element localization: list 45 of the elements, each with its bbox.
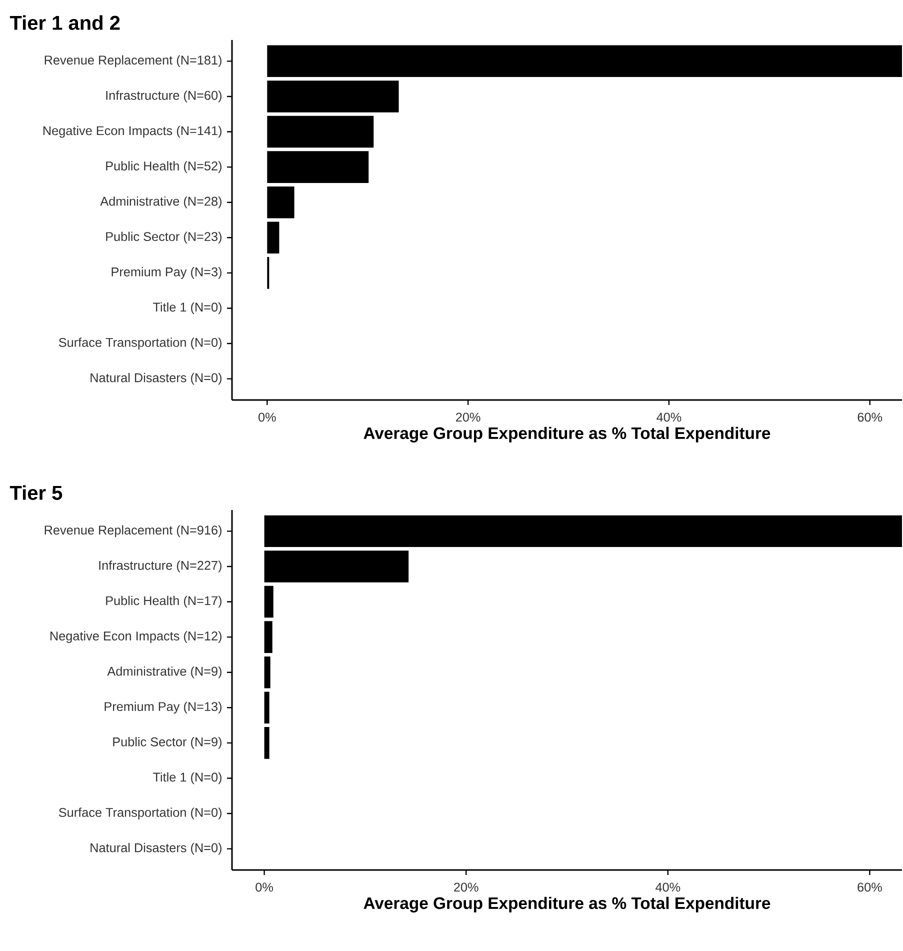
bar bbox=[264, 621, 272, 653]
bar bbox=[267, 45, 902, 78]
y-tick-label: Revenue Replacement (N=181) bbox=[44, 55, 222, 68]
y-tick-label: Infrastructure (N=60) bbox=[106, 90, 222, 102]
y-tick-label: Public Sector (N=9) bbox=[113, 737, 222, 749]
bar bbox=[267, 80, 399, 112]
y-tick-label: Negative Econ Impacts (N=141) bbox=[44, 126, 222, 138]
y-tick-label: Public Health (N=52) bbox=[106, 161, 222, 173]
y-tick-label: Premium Pay (N=3) bbox=[112, 267, 222, 279]
x-tick-label: 20% bbox=[456, 412, 480, 422]
y-tick-label: Infrastructure (N=227) bbox=[99, 560, 222, 572]
bar bbox=[267, 186, 294, 218]
bar bbox=[267, 222, 280, 254]
x-tick-label: 0% bbox=[258, 412, 276, 422]
y-tick-label: Title 1 (N=0) bbox=[153, 302, 222, 314]
x-tick-label: 0% bbox=[256, 882, 274, 892]
y-tick-label: Public Sector (N=23) bbox=[106, 232, 222, 244]
y-tick-label: Surface Transportation (N=0) bbox=[59, 338, 222, 350]
bar bbox=[264, 586, 274, 618]
bar bbox=[264, 515, 902, 548]
text: Tier 5 bbox=[10, 485, 62, 500]
x-tick-label: 40% bbox=[656, 882, 680, 892]
x-tick-label: 40% bbox=[656, 412, 682, 422]
y-tick-label: Administrative (N=9) bbox=[107, 666, 222, 678]
x-axis-title: Average Group Expenditure as % Total Expenditure bbox=[364, 896, 770, 912]
y-tick-label: Revenue Replacement (N=916) bbox=[44, 525, 222, 538]
bar bbox=[264, 727, 270, 759]
x-axis-title: Average Group Expenditure as % Total Expenditure bbox=[364, 426, 770, 442]
bar bbox=[264, 692, 270, 724]
y-tick-label: Administrative (N=28) bbox=[100, 196, 222, 208]
y-tick-label: Negative Econ Impacts (N=12) bbox=[50, 631, 222, 643]
bar bbox=[264, 550, 409, 582]
bar bbox=[264, 656, 270, 688]
y-tick-label: Public Health (N=17) bbox=[106, 596, 222, 608]
x-tick-label: 60% bbox=[858, 412, 882, 422]
bar bbox=[267, 116, 374, 148]
y-tick-label: Title 1 (N=0) bbox=[153, 772, 222, 784]
x-tick-label: 20% bbox=[454, 882, 478, 892]
y-tick-label: Natural Disasters (N=0) bbox=[90, 842, 222, 855]
bar bbox=[267, 151, 369, 183]
text: Tier 1 and 2 bbox=[10, 15, 120, 30]
y-tick-label: Natural Disasters (N=0) bbox=[90, 372, 222, 385]
y-tick-label: Premium Pay (N=13) bbox=[104, 702, 222, 714]
y-tick-label: Surface Transportation (N=0) bbox=[59, 808, 222, 820]
x-tick-label: 60% bbox=[858, 882, 882, 892]
